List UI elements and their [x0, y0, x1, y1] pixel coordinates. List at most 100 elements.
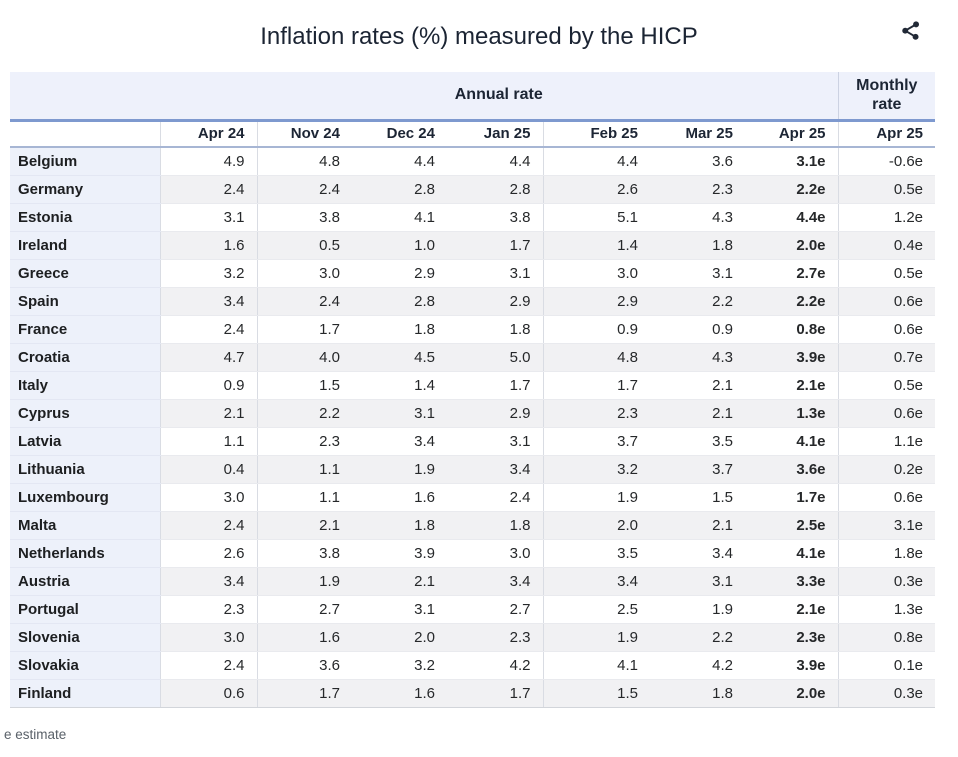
col-header-dec24: Dec 24 — [352, 120, 447, 148]
country-group-header — [10, 72, 160, 122]
annual-rate-value: 3.0 — [159, 483, 257, 512]
annual-rate-value: 2.1 — [352, 567, 447, 596]
table-row: Lithuania 0.4 1.1 1.9 3.4 3.2 3.7 3.6e 0.2e — [10, 455, 936, 484]
table-row: Finland 0.6 1.7 1.6 1.7 1.5 1.8 2.0e 0.3e — [10, 679, 936, 708]
annual-rate-value: 2.2e — [745, 287, 839, 316]
widget-header: Inflation rates (%) measured by the HICP — [0, 0, 958, 72]
country-label: Croatia — [10, 343, 160, 372]
annual-rate-value: 1.8 — [447, 315, 543, 344]
annual-rate-value: 1.6 — [352, 679, 447, 708]
table-body: Belgium 4.9 4.8 4.4 4.4 4.4 3.6 3.1e -0.6e German… — [10, 147, 936, 708]
annual-rate-value: 1.7 — [447, 679, 543, 708]
annual-rate-value: 3.0 — [256, 259, 352, 288]
annual-rate-value: 3.8 — [447, 203, 543, 232]
annual-rate-value: 2.9 — [542, 287, 650, 316]
annual-rate-value: 3.1 — [650, 259, 745, 288]
annual-rate-value: 2.8 — [352, 175, 447, 204]
country-label: Ireland — [10, 231, 160, 260]
table-row: Austria 3.4 1.9 2.1 3.4 3.4 3.1 3.3e 0.3e — [10, 567, 936, 596]
annual-rate-value: 2.1 — [256, 511, 352, 540]
annual-rate-value: 2.0e — [745, 231, 839, 260]
table-row: Malta 2.4 2.1 1.8 1.8 2.0 2.1 2.5e 3.1e — [10, 511, 936, 540]
col-header-apr24: Apr 24 — [159, 120, 257, 148]
monthly-rate-value: 0.3e — [837, 567, 936, 596]
annual-rate-value: 2.8 — [352, 287, 447, 316]
annual-rate-value: 4.4e — [745, 203, 839, 232]
annual-rate-value: 3.1 — [352, 399, 447, 428]
annual-rate-value: 1.8 — [352, 511, 447, 540]
annual-rate-value: 3.0 — [542, 259, 650, 288]
country-label: Germany — [10, 175, 160, 204]
annual-rate-value: 3.4 — [447, 455, 543, 484]
annual-rate-value: 3.1 — [352, 595, 447, 624]
annual-rate-value: 3.4 — [159, 567, 257, 596]
country-label: Finland — [10, 679, 160, 708]
annual-rate-value: 3.4 — [650, 539, 745, 568]
annual-rate-value: 2.4 — [159, 511, 257, 540]
monthly-rate-value: 0.4e — [837, 231, 936, 260]
annual-rate-value: 3.6 — [256, 651, 352, 680]
annual-rate-value: 2.6 — [159, 539, 257, 568]
table-row: Belgium 4.9 4.8 4.4 4.4 4.4 3.6 3.1e -0.6e — [10, 147, 936, 176]
annual-rate-value: 3.4 — [447, 567, 543, 596]
annual-rate-value: 3.9e — [745, 651, 839, 680]
annual-rate-value: 1.0 — [352, 231, 447, 260]
annual-rate-value: 2.1 — [159, 399, 257, 428]
monthly-rate-value: 0.6e — [837, 315, 936, 344]
annual-rate-value: 2.7 — [256, 595, 352, 624]
annual-rate-value: 3.1 — [650, 567, 745, 596]
monthly-rate-value: 0.8e — [837, 623, 936, 652]
table-row: Luxembourg 3.0 1.1 1.6 2.4 1.9 1.5 1.7e 0.6e — [10, 483, 936, 512]
share-button[interactable] — [898, 21, 922, 45]
annual-rate-value: 2.9 — [352, 259, 447, 288]
annual-rate-value: 2.4 — [159, 651, 257, 680]
annual-rate-value: 0.9 — [650, 315, 745, 344]
annual-rate-value: 1.1 — [256, 483, 352, 512]
annual-rate-value: 3.2 — [159, 259, 257, 288]
monthly-rate-value: 0.7e — [837, 343, 936, 372]
table-row: Estonia 3.1 3.8 4.1 3.8 5.1 4.3 4.4e 1.2e — [10, 203, 936, 232]
country-label: Spain — [10, 287, 160, 316]
annual-rate-value: 2.5 — [542, 595, 650, 624]
annual-rate-value: 4.3 — [650, 203, 745, 232]
table-row: Portugal 2.3 2.7 3.1 2.7 2.5 1.9 2.1e 1.3e — [10, 595, 936, 624]
annual-rate-value: 4.4 — [447, 147, 543, 176]
annual-rate-value: 3.2 — [542, 455, 650, 484]
annual-rate-value: 4.4 — [542, 147, 650, 176]
monthly-rate-value: 0.6e — [837, 483, 936, 512]
inflation-table: Annual rate Monthly rate Apr 24 Nov 24 D… — [10, 72, 936, 708]
table-row: Netherlands 2.6 3.8 3.9 3.0 3.5 3.4 4.1e 1.8e — [10, 539, 936, 568]
annual-rate-value: 2.4 — [256, 175, 352, 204]
annual-rate-value: 1.6 — [159, 231, 257, 260]
annual-rate-value: 1.8 — [447, 511, 543, 540]
annual-rate-value: 1.7 — [447, 371, 543, 400]
country-label: Greece — [10, 259, 160, 288]
table-row: Greece 3.2 3.0 2.9 3.1 3.0 3.1 2.7e 0.5e — [10, 259, 936, 288]
annual-rate-value: 2.3 — [650, 175, 745, 204]
annual-rate-value: 3.4 — [159, 287, 257, 316]
annual-rate-value: 3.8 — [256, 539, 352, 568]
country-column-header — [10, 120, 160, 148]
annual-rate-value: 1.8 — [650, 231, 745, 260]
table-row: Spain 3.4 2.4 2.8 2.9 2.9 2.2 2.2e 0.6e — [10, 287, 936, 316]
country-label: Latvia — [10, 427, 160, 456]
country-label: Luxembourg — [10, 483, 160, 512]
annual-rate-value: 1.9 — [650, 595, 745, 624]
annual-rate-value: 4.8 — [542, 343, 650, 372]
annual-rate-value: 1.7e — [745, 483, 839, 512]
annual-rate-value: 4.3 — [650, 343, 745, 372]
annual-rate-value: 2.0 — [542, 511, 650, 540]
annual-rate-value: 3.5 — [542, 539, 650, 568]
annual-rate-value: 2.1 — [650, 399, 745, 428]
annual-rate-value: 2.4 — [447, 483, 543, 512]
annual-rate-value: 2.4 — [159, 315, 257, 344]
annual-rate-value: 4.2 — [650, 651, 745, 680]
annual-rate-value: 1.5 — [650, 483, 745, 512]
annual-rate-value: 1.7 — [542, 371, 650, 400]
monthly-rate-value: 0.6e — [837, 399, 936, 428]
annual-rate-value: 2.5e — [745, 511, 839, 540]
annual-rate-value: 0.9 — [159, 371, 257, 400]
table-row: Cyprus 2.1 2.2 3.1 2.9 2.3 2.1 1.3e 0.6e — [10, 399, 936, 428]
annual-rate-value: 2.3 — [542, 399, 650, 428]
